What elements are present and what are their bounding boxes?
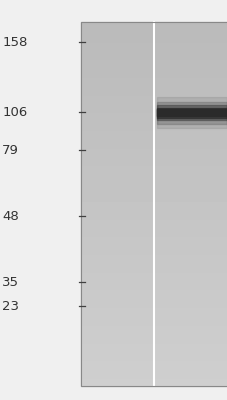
- Text: 106: 106: [2, 106, 27, 118]
- Bar: [157, 97, 226, 128]
- Text: 158: 158: [2, 36, 27, 48]
- Text: 35: 35: [2, 276, 19, 288]
- Bar: [157, 102, 226, 124]
- Bar: [81, 22, 227, 386]
- Bar: [157, 108, 226, 118]
- Text: 23: 23: [2, 300, 19, 312]
- Bar: [81, 22, 227, 386]
- Bar: [157, 105, 226, 120]
- Text: 48: 48: [2, 210, 19, 222]
- Bar: [157, 109, 226, 116]
- Text: 79: 79: [2, 144, 19, 156]
